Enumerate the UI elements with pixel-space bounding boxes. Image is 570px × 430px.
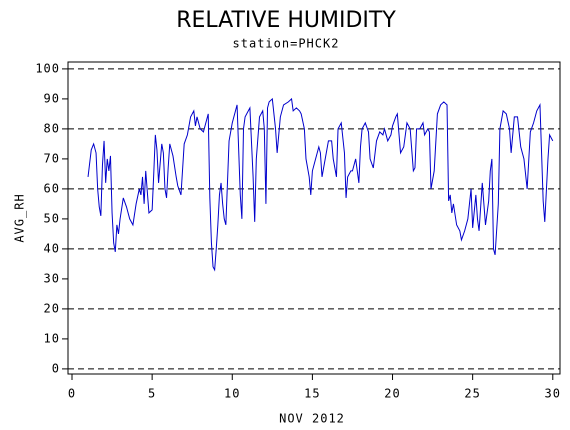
x-tick-label: 10 xyxy=(224,387,240,401)
y-tick-label: 20 xyxy=(44,301,60,315)
y-tick-label: 90 xyxy=(44,91,60,105)
x-tick-label: 0 xyxy=(68,387,76,401)
y-tick-label: 40 xyxy=(44,241,60,255)
y-tick-label: 0 xyxy=(52,361,60,375)
y-tick-label: 70 xyxy=(44,151,60,165)
x-tick-label: 20 xyxy=(384,387,400,401)
x-tick-label: 5 xyxy=(148,387,156,401)
x-axis-label: NOV 2012 xyxy=(279,412,345,426)
x-tick-label: 15 xyxy=(304,387,320,401)
data-line xyxy=(87,97,554,272)
y-tick-label: 60 xyxy=(44,181,60,195)
y-tick-label: 80 xyxy=(44,121,60,135)
x-tick-label: 30 xyxy=(545,387,561,401)
chart-title: RELATIVE HUMIDITY xyxy=(176,8,396,33)
y-tick-label: 10 xyxy=(44,331,60,345)
y-tick-label: 30 xyxy=(44,271,60,285)
y-tick-label: 50 xyxy=(44,211,60,225)
y-axis-label: AVG_RH xyxy=(13,193,27,242)
x-tick-label: 25 xyxy=(464,387,480,401)
chart-subtitle: station=PHCK2 xyxy=(233,37,340,51)
plot-frame xyxy=(67,61,561,375)
y-tick-label: 100 xyxy=(35,61,60,75)
